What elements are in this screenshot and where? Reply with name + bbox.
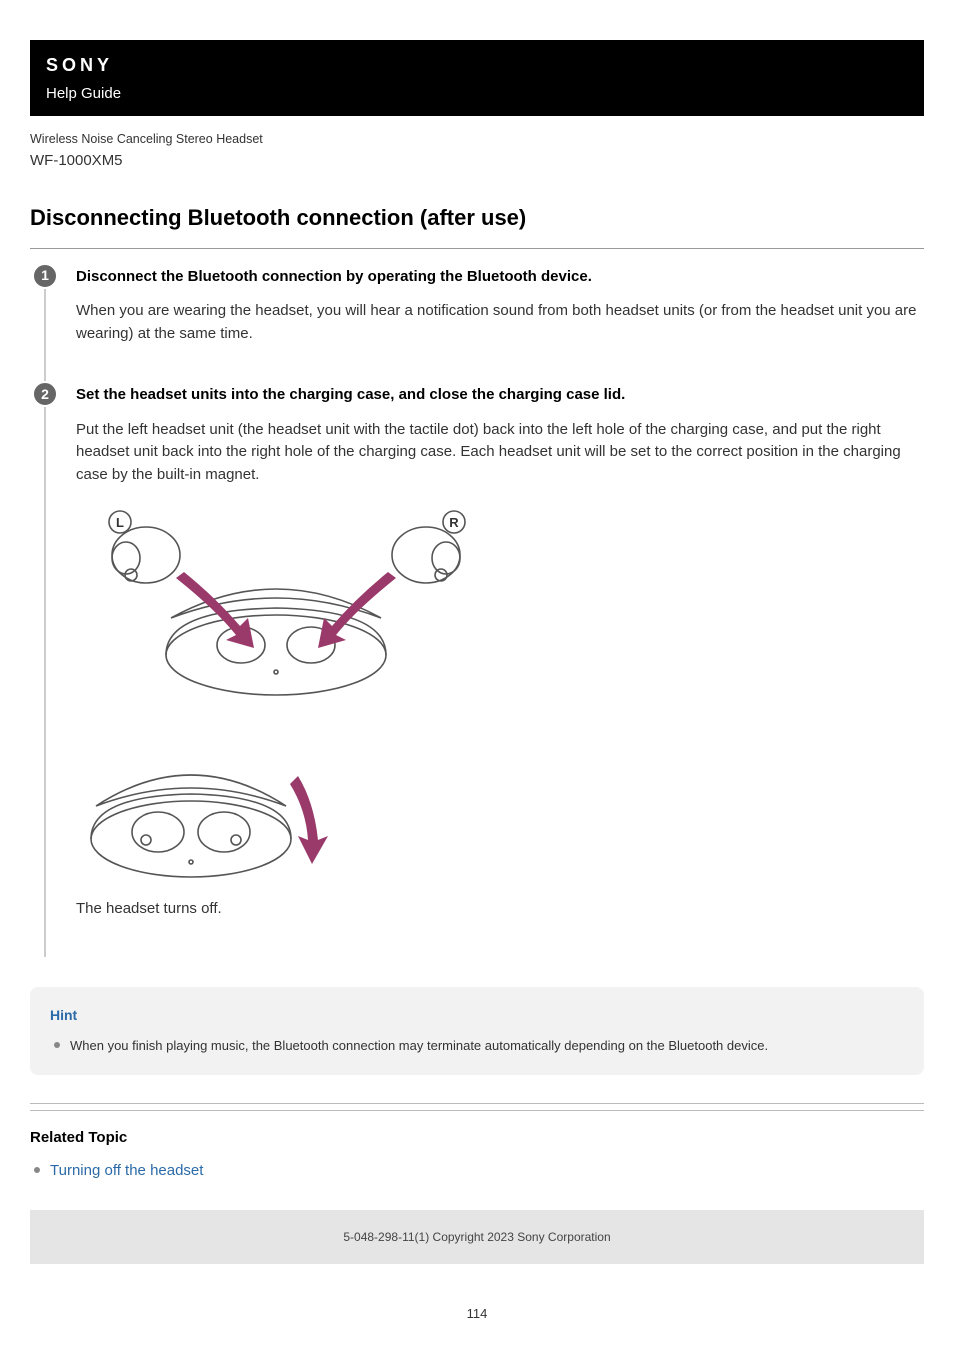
hint-list: When you finish playing music, the Bluet… [50,1036,904,1056]
related-divider-top [30,1103,924,1104]
illustration-close-lid [76,714,924,884]
hint-item: When you finish playing music, the Bluet… [54,1036,904,1056]
title-divider [30,248,924,249]
related-topic-list: Turning off the headset [30,1160,924,1183]
hint-title: Hint [50,1005,904,1026]
related-topic-title: Related Topic [30,1127,924,1150]
step-2: 2 Set the headset units into the chargin… [46,381,924,957]
step-title: Set the headset units into the charging … [76,381,924,407]
brand-logo: SONY [46,52,908,79]
product-model: WF-1000XM5 [30,150,924,173]
step-body: When you are wearing the headset, you wi… [76,300,924,345]
step-number-badge: 1 [32,263,58,289]
steps-container: 1 Disconnect the Bluetooth connection by… [44,263,924,957]
product-category: Wireless Noise Canceling Stereo Headset [30,130,924,149]
left-label: L [116,515,124,530]
hint-box: Hint When you finish playing music, the … [30,987,924,1076]
help-guide-label: Help Guide [46,83,908,106]
illustration-insert-earbuds: L R [76,500,924,700]
related-topic-link[interactable]: Turning off the headset [50,1162,203,1179]
step-title: Disconnect the Bluetooth connection by o… [76,263,924,289]
right-label: R [449,515,459,530]
footer-copyright: 5-048-298-11(1) Copyright 2023 Sony Corp… [30,1210,924,1264]
step-body: Put the left headset unit (the headset u… [76,419,924,487]
header-bar: SONY Help Guide [30,40,924,116]
page-title: Disconnecting Bluetooth connection (afte… [30,201,924,234]
related-topic-item: Turning off the headset [34,1160,924,1183]
step-1: 1 Disconnect the Bluetooth connection by… [46,263,924,382]
step-after-image-text: The headset turns off. [76,898,924,921]
step-number-badge: 2 [32,381,58,407]
related-divider-bottom [30,1110,924,1111]
page-number: 114 [30,1304,924,1324]
